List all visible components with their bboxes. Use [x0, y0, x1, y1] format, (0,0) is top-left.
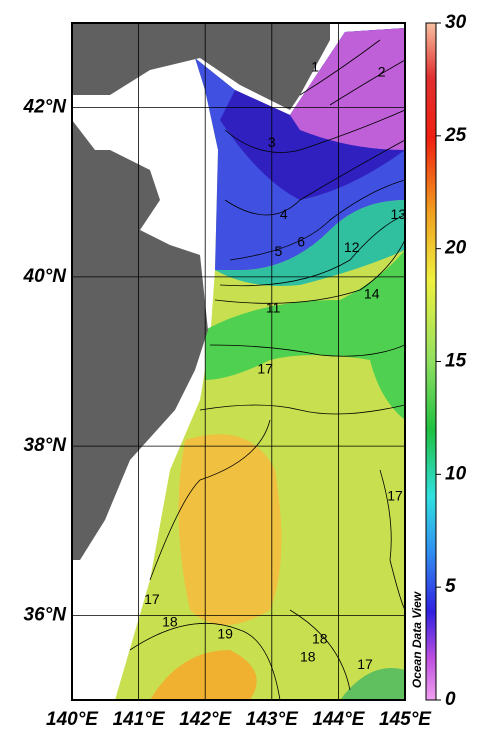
y-tick-label: 40°N	[23, 266, 68, 287]
contour-label: 4	[280, 206, 288, 222]
contour-label: 18	[162, 614, 178, 630]
colorbar-label: 20	[444, 238, 467, 259]
contour-label: 12	[344, 239, 360, 255]
colorbar-label: 0	[445, 689, 456, 710]
contour-label: 1	[311, 59, 319, 75]
contour-label: 2	[378, 64, 386, 80]
contour-label: 11	[266, 300, 281, 316]
x-tick-label: 145°E	[379, 709, 432, 730]
contour-label: 19	[217, 626, 233, 642]
contour-label: 6	[297, 234, 305, 250]
colorbar-label: 15	[445, 351, 467, 372]
map-field	[72, 23, 405, 700]
contour-label: 17	[357, 656, 373, 672]
colorbar-label: 25	[444, 125, 467, 146]
x-tick-label: 143°E	[246, 709, 299, 730]
contour-label: 18	[300, 648, 316, 664]
contour-label: 17	[257, 361, 273, 377]
x-tick-label: 144°E	[312, 709, 365, 730]
x-tick-label: 140°E	[46, 709, 99, 730]
contour-label: 5	[275, 243, 283, 259]
colorbar-label: 5	[445, 576, 456, 597]
contour-label: 17	[387, 488, 403, 504]
colorbar	[425, 22, 437, 701]
colorbar-label: 30	[445, 12, 467, 33]
contour-label: 18	[312, 631, 328, 647]
x-tick-label: 141°E	[113, 709, 166, 730]
contour-label: 14	[364, 285, 380, 301]
contour-label: 13	[391, 206, 407, 222]
colorbar-label: 10	[445, 463, 467, 484]
watermark: Ocean Data View	[410, 591, 424, 688]
x-tick-label: 142°E	[179, 709, 232, 730]
contour-label: 3	[268, 134, 276, 150]
y-tick-label: 38°N	[24, 435, 68, 456]
contour-label: 17	[144, 591, 160, 607]
y-tick-label: 36°N	[24, 604, 68, 625]
y-tick-label: 42°N	[23, 97, 68, 118]
